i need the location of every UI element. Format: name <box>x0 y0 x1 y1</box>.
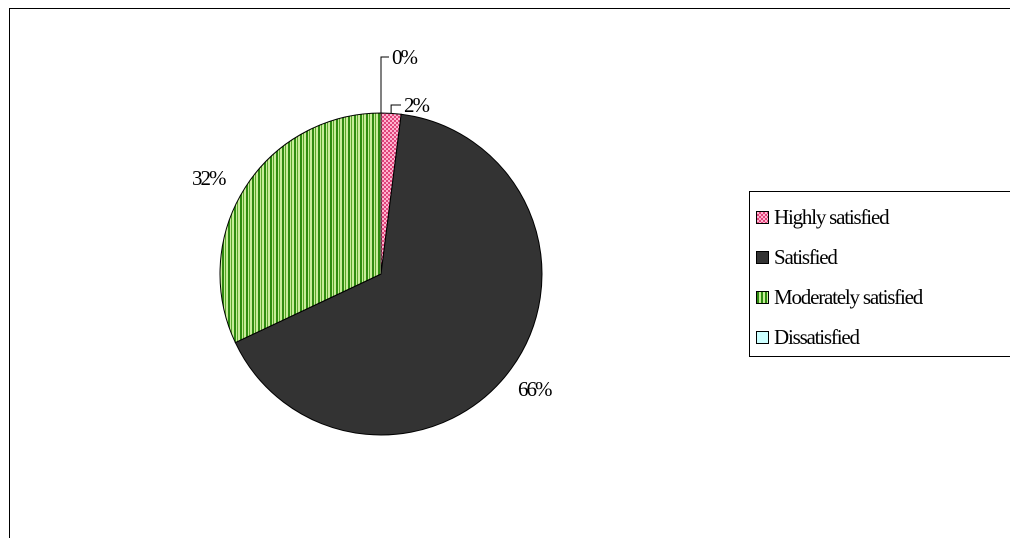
data-label-highly-satisfied: 2% <box>404 93 430 117</box>
pie-slice-moderately-satisfied <box>219 112 382 344</box>
legend: Highly satisfied Satisfied Moderately sa… <box>749 191 1010 357</box>
legend-label-dissatisfied: Dissatisfied <box>774 324 860 349</box>
leader-line-highly-satisfied <box>390 104 401 114</box>
legend-item-moderately-satisfied: Moderately satisfied <box>756 282 923 312</box>
legend-label-satisfied: Satisfied <box>774 244 838 269</box>
legend-swatch-highly-satisfied <box>756 210 769 224</box>
data-label-dissatisfied: 0% <box>392 45 418 69</box>
legend-swatch-satisfied <box>756 250 769 264</box>
legend-label-moderately-satisfied: Moderately satisfied <box>774 284 923 309</box>
data-label-satisfied: 66% <box>518 377 552 401</box>
legend-swatch-moderately-satisfied <box>756 290 769 304</box>
leader-line-dissatisfied <box>380 56 389 113</box>
legend-item-satisfied: Satisfied <box>756 242 838 272</box>
pie-slice-satisfied <box>234 113 543 436</box>
chart-frame <box>9 8 1010 538</box>
data-label-moderately-satisfied: 32% <box>192 166 226 190</box>
legend-swatch-dissatisfied <box>756 330 769 344</box>
legend-label-highly-satisfied: Highly satisfied <box>774 204 890 229</box>
legend-item-highly-satisfied: Highly satisfied <box>756 202 890 232</box>
legend-item-dissatisfied: Dissatisfied <box>756 322 860 352</box>
